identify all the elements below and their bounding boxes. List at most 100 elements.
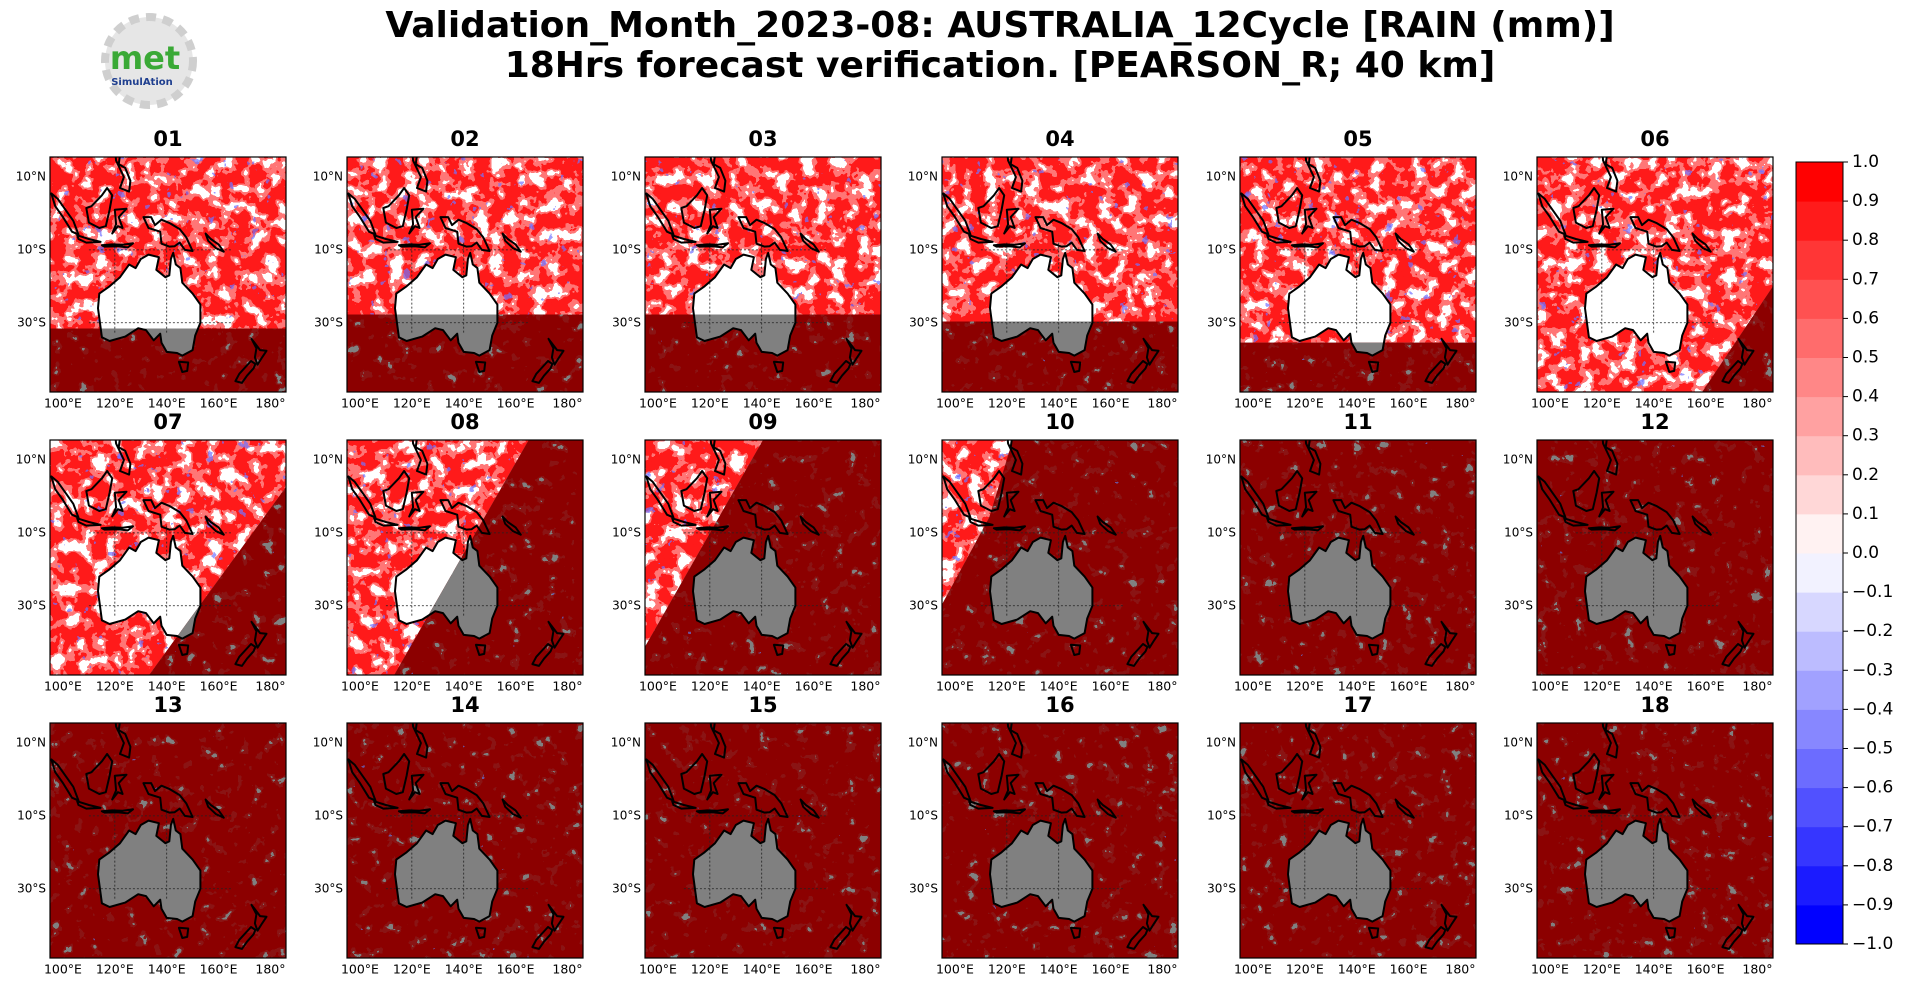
colorbar-bin xyxy=(1796,553,1843,593)
coastline xyxy=(1301,773,1318,801)
colorbar-bin xyxy=(1796,748,1843,789)
lat-tick-label: 30°S xyxy=(1207,598,1236,612)
lon-tick-label: 180° xyxy=(1445,396,1475,411)
coastline xyxy=(1275,470,1304,512)
coastline xyxy=(772,643,785,656)
lon-tick-label: 100°E xyxy=(341,962,379,977)
lon-tick-label: 160°E xyxy=(1092,679,1130,694)
lon-tick-label: 100°E xyxy=(936,679,974,694)
coastline xyxy=(76,234,102,244)
panel-frame xyxy=(49,722,287,959)
lat-tick-label: 10°S xyxy=(17,808,46,822)
coastline xyxy=(692,534,797,640)
lon-tick-label: 120°E xyxy=(96,962,134,977)
lon-tick-label: 140°E xyxy=(148,962,186,977)
lon-tick-label: 140°E xyxy=(445,962,483,977)
colorbar-tick-label: −0.8 xyxy=(1852,856,1893,876)
colorbar-tick-label: −0.6 xyxy=(1852,778,1893,798)
colorbar-bin xyxy=(1796,162,1843,202)
colorbar-bin xyxy=(1796,904,1843,945)
lat-tick-label: 10°N xyxy=(313,453,343,467)
lon-tick-label: 140°E xyxy=(743,962,781,977)
masked-region xyxy=(942,321,1178,392)
lon-tick-label: 160°E xyxy=(1092,962,1130,977)
coastline xyxy=(977,187,1006,229)
panel-frame xyxy=(941,439,1179,676)
land-mask xyxy=(693,818,796,922)
lon-tick-label: 180° xyxy=(850,679,880,694)
coastline xyxy=(968,800,994,810)
colorbar-tick-label: 1.0 xyxy=(1852,152,1879,172)
lon-tick-label: 160°E xyxy=(1390,679,1428,694)
masked-region xyxy=(1240,440,1476,675)
coastline xyxy=(1737,620,1755,649)
coastline xyxy=(397,525,431,532)
land-mask xyxy=(693,535,796,639)
coastline xyxy=(97,817,202,923)
title: Validation_Month_2023-08: AUSTRALIA_12Cy… xyxy=(385,5,1614,46)
coastline xyxy=(50,758,80,802)
panel-title: 03 xyxy=(748,127,777,151)
coastline xyxy=(1003,207,1020,235)
colorbar-bin xyxy=(1796,396,1843,437)
panel-frame xyxy=(941,722,1179,959)
coastline xyxy=(1006,440,1024,476)
coastline xyxy=(1440,337,1458,366)
lon-tick-label: 100°E xyxy=(44,396,82,411)
coastline xyxy=(829,926,852,950)
land-mask xyxy=(990,321,1093,356)
coastline xyxy=(645,758,675,802)
lon-tick-label: 100°E xyxy=(1234,396,1272,411)
panel-title: 05 xyxy=(1343,127,1372,151)
lon-tick-label: 140°E xyxy=(445,396,483,411)
lat-tick-label: 10°N xyxy=(16,170,46,184)
lat-tick-label: 30°S xyxy=(17,598,46,612)
coastline xyxy=(1584,251,1689,357)
lon-tick-label: 120°E xyxy=(1583,962,1621,977)
coastline xyxy=(1034,216,1086,252)
panel-frame xyxy=(49,156,287,393)
coastline xyxy=(706,207,723,235)
masked-field xyxy=(1240,440,1476,675)
coastline xyxy=(1563,234,1589,244)
lon-tick-label: 120°E xyxy=(1286,962,1324,977)
land-mask xyxy=(98,535,201,639)
logo-text: met xyxy=(110,39,180,77)
lon-tick-label: 120°E xyxy=(691,962,729,977)
coastline xyxy=(1034,782,1086,818)
panel-title: 10 xyxy=(1045,410,1074,434)
coastline xyxy=(989,534,1094,640)
lon-tick-label: 160°E xyxy=(497,396,535,411)
coastline xyxy=(1287,817,1392,923)
lat-tick-label: 10°S xyxy=(1207,525,1236,539)
lon-tick-label: 100°E xyxy=(1234,679,1272,694)
lon-tick-label: 140°E xyxy=(148,396,186,411)
land-mask xyxy=(990,535,1093,639)
coastline xyxy=(1721,360,1744,384)
masked-region xyxy=(1240,723,1476,958)
land-mask xyxy=(693,314,796,356)
lon-tick-label: 160°E xyxy=(1092,396,1130,411)
land-mask xyxy=(1288,535,1391,639)
coastline xyxy=(1096,232,1117,253)
map-panel xyxy=(1240,723,1476,958)
lat-tick-label: 30°S xyxy=(909,315,938,329)
lon-tick-label: 160°E xyxy=(795,679,833,694)
coastline xyxy=(50,192,80,236)
lon-tick-label: 140°E xyxy=(1040,396,1078,411)
coastline xyxy=(531,643,554,667)
colorbar-bin xyxy=(1796,787,1843,828)
colorbar-tick-label: −0.5 xyxy=(1852,739,1893,759)
land-mask xyxy=(1288,252,1391,356)
coastline xyxy=(992,808,1026,815)
coastline xyxy=(992,242,1026,249)
coastline xyxy=(85,187,114,229)
coastline xyxy=(692,817,797,923)
colorbar-bin xyxy=(1796,513,1843,554)
coastline xyxy=(737,216,789,252)
coastline xyxy=(1537,475,1567,519)
lon-tick-label: 100°E xyxy=(44,962,82,977)
panel-title: 11 xyxy=(1343,410,1372,434)
lon-tick-label: 100°E xyxy=(936,396,974,411)
coastline xyxy=(645,475,675,519)
